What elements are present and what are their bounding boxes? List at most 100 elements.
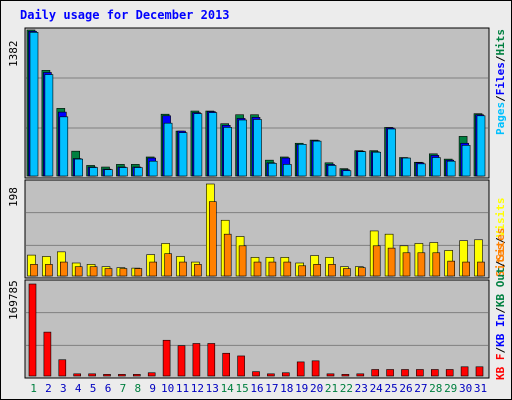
kbf-bar-day-25 xyxy=(386,369,394,377)
legend-visits: Visits xyxy=(494,198,507,238)
pages-bar-day-26 xyxy=(402,157,411,177)
pages-bar-day-24 xyxy=(372,151,382,177)
pages-bar-day-4 xyxy=(74,158,83,177)
x-label-day-2: 2 xyxy=(45,382,52,395)
kbf-bar-day-23 xyxy=(356,373,365,377)
x-label-day-13: 13 xyxy=(206,382,219,395)
x-label-day-18: 18 xyxy=(280,382,293,395)
sites-bar-day-15 xyxy=(238,245,247,277)
x-label-day-16: 16 xyxy=(250,382,263,395)
ymax-label-hits: 1382 xyxy=(7,41,20,68)
x-label-day-1: 1 xyxy=(30,382,37,395)
legend-kbytes: KB F/KB In/KB Out/Sites xyxy=(494,228,507,380)
kbf-bar-day-28 xyxy=(430,369,439,377)
sites-bar-day-9 xyxy=(149,261,157,277)
kbf-bar-day-31 xyxy=(475,366,484,377)
sites-bar-day-27 xyxy=(417,252,426,277)
pages-bar-day-5 xyxy=(89,167,98,177)
x-label-day-31: 31 xyxy=(474,382,487,395)
x-label-day-12: 12 xyxy=(191,382,204,395)
sites-bar-day-16 xyxy=(253,261,262,277)
legend-hits-files-pages: Pages/Files/Hits xyxy=(494,29,507,135)
kbf-bar-day-18 xyxy=(281,372,290,377)
legend-sep-2: / xyxy=(494,55,507,62)
sites-bar-day-25 xyxy=(387,247,396,277)
pages-bar-day-31 xyxy=(476,115,486,177)
sites-bar-day-23 xyxy=(357,267,366,277)
ymax-label-kbytes: 169785 xyxy=(7,280,20,320)
sites-bar-day-12 xyxy=(194,264,202,277)
sites-bar-day-7 xyxy=(119,268,128,277)
pages-bar-day-29 xyxy=(446,160,456,177)
kbf-bar-day-13 xyxy=(207,343,216,377)
sites-bar-day-13 xyxy=(209,201,217,277)
sites-bar-day-14 xyxy=(223,233,232,277)
legend-kbin: KB In xyxy=(494,314,507,347)
kbf-bar-day-19 xyxy=(296,361,305,377)
pages-bar-day-8 xyxy=(134,167,143,177)
pages-bar-day-27 xyxy=(417,163,426,177)
kbf-bar-day-7 xyxy=(118,374,126,377)
pages-bar-day-22 xyxy=(342,170,352,177)
x-label-day-29: 29 xyxy=(444,382,457,395)
pages-bar-day-30 xyxy=(461,145,471,177)
legend-hits: Hits xyxy=(494,29,507,56)
pages-bar-day-23 xyxy=(357,151,367,177)
kbf-bar-day-21 xyxy=(326,373,335,377)
sites-bar-day-28 xyxy=(432,252,441,277)
sites-bar-day-3 xyxy=(59,261,68,277)
hits-files-pages-bars xyxy=(26,29,486,177)
kbf-bar-day-24 xyxy=(371,369,380,377)
sites-bar-day-31 xyxy=(477,261,485,277)
pages-bar-day-9 xyxy=(148,160,158,177)
pages-bar-day-25 xyxy=(387,128,396,177)
kbf-bar-day-29 xyxy=(445,369,454,377)
kbf-bar-day-14 xyxy=(222,352,230,377)
x-label-day-24: 24 xyxy=(370,382,384,395)
sites-bar-day-5 xyxy=(89,266,98,277)
kbf-bar-day-15 xyxy=(237,355,245,377)
x-label-day-14: 14 xyxy=(221,382,235,395)
legend-visits-sites: Sites/ Visits xyxy=(494,198,507,278)
pages-bar-day-20 xyxy=(312,140,322,177)
pages-bar-day-18 xyxy=(282,164,292,177)
sites-bar-day-20 xyxy=(313,264,321,277)
x-label-day-28: 28 xyxy=(429,382,442,395)
legend-kbout: KB Out xyxy=(494,267,507,307)
pages-bar-day-13 xyxy=(208,112,218,177)
x-label-day-26: 26 xyxy=(399,382,412,395)
pages-bar-day-28 xyxy=(431,157,441,177)
pages-bar-day-19 xyxy=(297,144,307,177)
pages-bar-day-16 xyxy=(253,119,262,177)
legend-pages: Pages xyxy=(494,102,507,135)
ymax-label-visits: 198 xyxy=(7,187,20,207)
kbf-bar-day-4 xyxy=(73,373,81,377)
kbf-bar-day-5 xyxy=(88,373,96,377)
pages-bar-day-14 xyxy=(223,127,232,177)
kbf-bar-day-30 xyxy=(460,366,469,377)
legend-sep-6: / xyxy=(494,260,507,267)
kbf-bar-day-17 xyxy=(267,373,275,377)
x-label-day-17: 17 xyxy=(265,382,278,395)
legend-sep-5: / xyxy=(494,307,507,314)
pages-bar-day-7 xyxy=(119,167,128,177)
sites-bar-day-30 xyxy=(462,261,470,277)
pages-bar-day-21 xyxy=(327,165,337,177)
kbf-bar-day-1 xyxy=(28,283,37,377)
sites-bar-day-19 xyxy=(298,265,307,277)
sites-bar-day-26 xyxy=(402,252,411,277)
sites-bar-day-22 xyxy=(343,268,351,277)
x-label-day-25: 25 xyxy=(384,382,397,395)
sites-bar-day-18 xyxy=(283,261,292,277)
legend-sites: Sites xyxy=(494,244,507,277)
x-label-day-6: 6 xyxy=(105,382,112,395)
pages-bar-day-1 xyxy=(29,32,39,177)
kbf-bar-day-16 xyxy=(252,371,260,377)
sites-bar-day-1 xyxy=(30,264,38,277)
kbf-bar-day-2 xyxy=(43,331,52,377)
pages-bar-day-2 xyxy=(44,74,54,177)
kbf-bar-day-9 xyxy=(147,372,156,377)
x-label-day-8: 8 xyxy=(134,382,141,395)
sites-bar-day-10 xyxy=(164,253,172,277)
